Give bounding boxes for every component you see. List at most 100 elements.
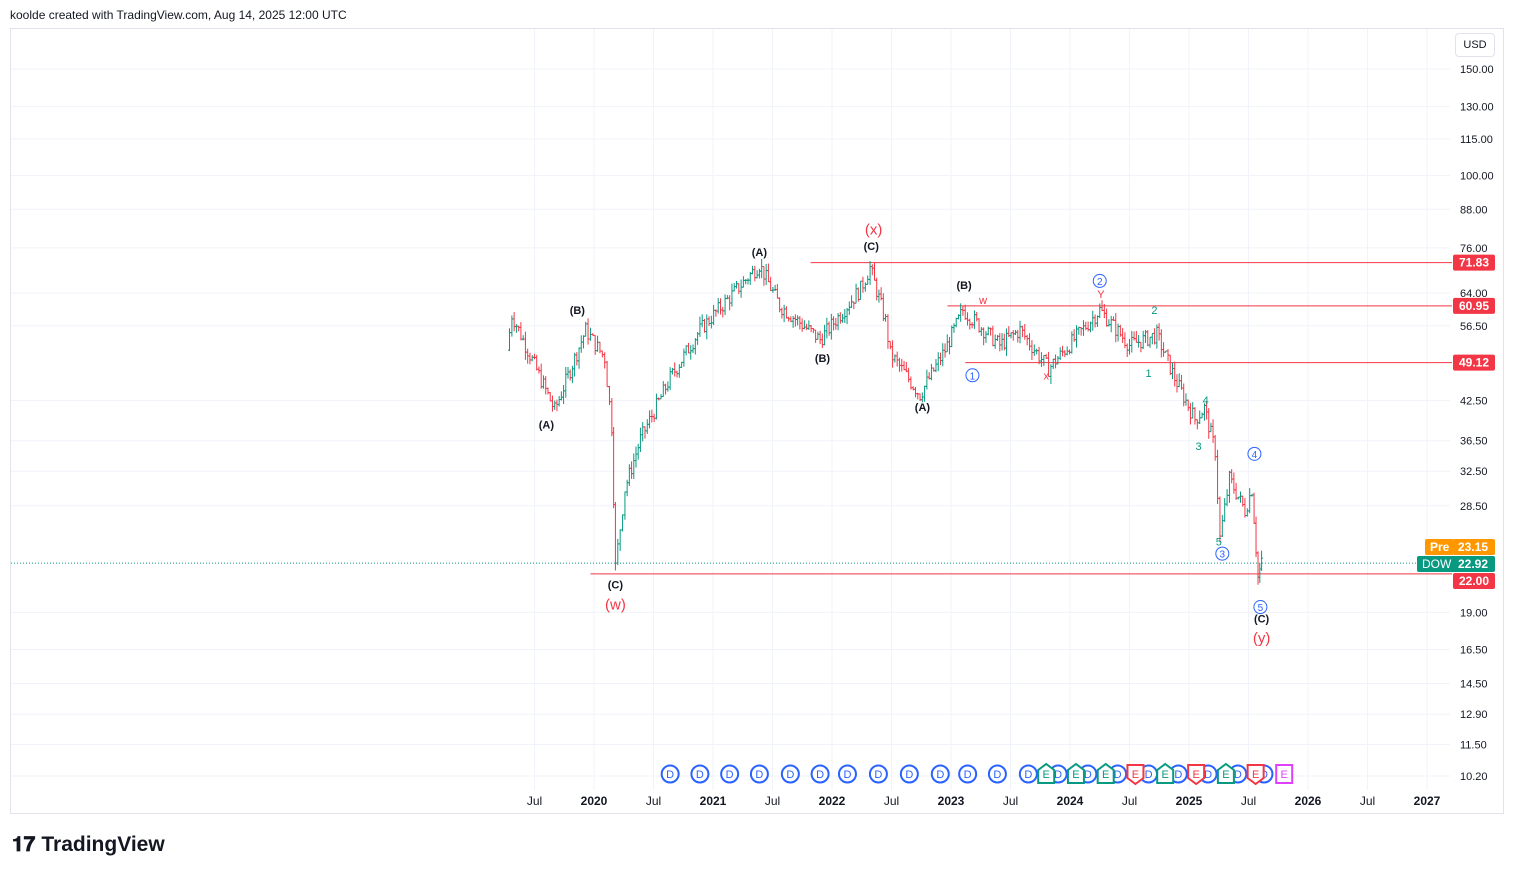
earnings-event-icon <box>1066 762 1085 784</box>
earnings-event-icon <box>1187 764 1206 786</box>
time-tick-label: 2023 <box>938 794 965 808</box>
dividend-event-icon <box>660 764 680 784</box>
wave-label: 4 <box>1203 395 1209 407</box>
time-tick-label: Jul <box>1003 794 1018 808</box>
price-tick-label: 56.50 <box>1460 321 1488 333</box>
pre-market-price-tag: 23.15 <box>1453 539 1495 555</box>
price-tick-label: 11.50 <box>1460 739 1487 751</box>
dividend-event-icon <box>749 764 769 784</box>
wave-circle-icon <box>1247 446 1262 461</box>
time-tick-label: 2020 <box>581 794 608 808</box>
wave-label: (A) <box>539 420 555 432</box>
wave-circle-icon <box>965 368 980 383</box>
wave-label: (B) <box>815 353 831 365</box>
earnings-event-icon <box>1096 762 1115 784</box>
dividend-event-icon <box>780 764 800 784</box>
price-tick-label: 14.50 <box>1460 678 1488 690</box>
earnings-event-icon <box>1246 764 1265 786</box>
wave-label: (A) <box>915 402 931 414</box>
event-letter: D <box>1054 769 1062 781</box>
event-letter: D <box>726 769 734 781</box>
event-letter: E <box>1102 769 1109 781</box>
time-tick-label: Jul <box>646 794 661 808</box>
dividend-event-icon <box>837 764 857 784</box>
level-price-tag <box>1453 254 1495 271</box>
event-letter: D <box>1204 769 1212 781</box>
event-letter: D <box>1145 769 1153 781</box>
dividend-event-icon <box>987 764 1007 784</box>
dividend-event-icon <box>958 764 978 784</box>
wave-label: 4 <box>1252 450 1258 461</box>
wave-label: Y <box>1097 289 1105 301</box>
last-price-tag: 22.92 <box>1453 556 1495 572</box>
symbol-label: DOW <box>1417 556 1457 572</box>
event-letter: D <box>696 769 704 781</box>
time-tick-label: 2027 <box>1414 794 1441 808</box>
price-tick-label: 100.00 <box>1460 171 1494 183</box>
time-tick-label: Jul <box>527 794 542 808</box>
event-letter: D <box>1084 769 1092 781</box>
wave-circle-icon <box>1253 600 1268 615</box>
level-price-label: 71.83 <box>1459 256 1489 270</box>
dividend-event-icon <box>810 764 830 784</box>
event-letter: D <box>816 769 824 781</box>
dividend-event-icon <box>1018 764 1038 784</box>
time-tick-label: Jul <box>1241 794 1256 808</box>
event-letter: E <box>1072 769 1079 781</box>
price-tick-label: 32.50 <box>1460 466 1488 478</box>
time-tick-label: 2024 <box>1057 794 1084 808</box>
wave-label: (B) <box>570 305 586 317</box>
currency-button[interactable]: USD <box>1455 33 1495 57</box>
wave-label: (C) <box>608 580 624 592</box>
price-tick-label: 19.00 <box>1460 607 1488 619</box>
wave-label: 2 <box>1097 277 1103 288</box>
price-tick-label: 10.20 <box>1460 771 1488 783</box>
event-letter: D <box>1024 769 1032 781</box>
earnings-event-icon <box>1156 762 1175 784</box>
event-letter: D <box>964 769 972 781</box>
dividend-event-icon <box>690 764 710 784</box>
time-tick-label: 2025 <box>1176 794 1203 808</box>
time-tick-label: Jul <box>1360 794 1375 808</box>
dividend-event-icon <box>720 764 740 784</box>
price-tick-label: 130.00 <box>1460 102 1494 114</box>
event-letter: D <box>1114 769 1122 781</box>
event-letter: D <box>843 769 851 781</box>
wave-label: (A) <box>752 247 768 259</box>
event-letter: D <box>755 769 763 781</box>
time-tick-label: Jul <box>884 794 899 808</box>
level-price-tag <box>1453 297 1495 314</box>
price-tick-label: 88.00 <box>1460 204 1488 216</box>
time-tick-label: Jul <box>765 794 780 808</box>
time-tick-label: 2022 <box>819 794 846 808</box>
wave-label: (w) <box>605 597 626 614</box>
event-letter: E <box>1252 769 1259 781</box>
brand-name: TradingView <box>41 833 165 856</box>
tradingview-logo[interactable]: 𝟏𝟕 TradingView <box>12 833 165 857</box>
pre-market-label: Pre <box>1425 539 1455 555</box>
earnings-event-icon <box>1216 762 1235 784</box>
event-letter: D <box>905 769 913 781</box>
level-price-tag <box>1453 354 1495 371</box>
event-letter: D <box>666 769 674 781</box>
level-price-label: 22.00 <box>1459 574 1489 588</box>
wave-label: 3 <box>1220 550 1226 561</box>
event-letter: D <box>786 769 794 781</box>
level-price-tag <box>1453 573 1495 589</box>
event-letter: E <box>1281 769 1288 781</box>
dividend-event-icon <box>868 764 888 784</box>
price-tick-label: 42.50 <box>1460 396 1488 408</box>
tv-logo-icon: 𝟏𝟕 <box>12 833 36 856</box>
wave-label: 2 <box>1151 305 1157 317</box>
event-letter: E <box>1192 769 1199 781</box>
price-tick-label: 76.00 <box>1460 243 1488 255</box>
price-tick-label: 115.00 <box>1460 134 1493 146</box>
event-letter: E <box>1222 769 1229 781</box>
price-tick-label: 28.50 <box>1460 501 1488 513</box>
price-tick-label: 64.00 <box>1460 288 1488 300</box>
time-tick-label: Jul <box>1122 794 1137 808</box>
wave-label: x <box>1043 370 1049 382</box>
wave-label: w <box>978 295 987 307</box>
wave-label: (C) <box>1254 613 1270 625</box>
